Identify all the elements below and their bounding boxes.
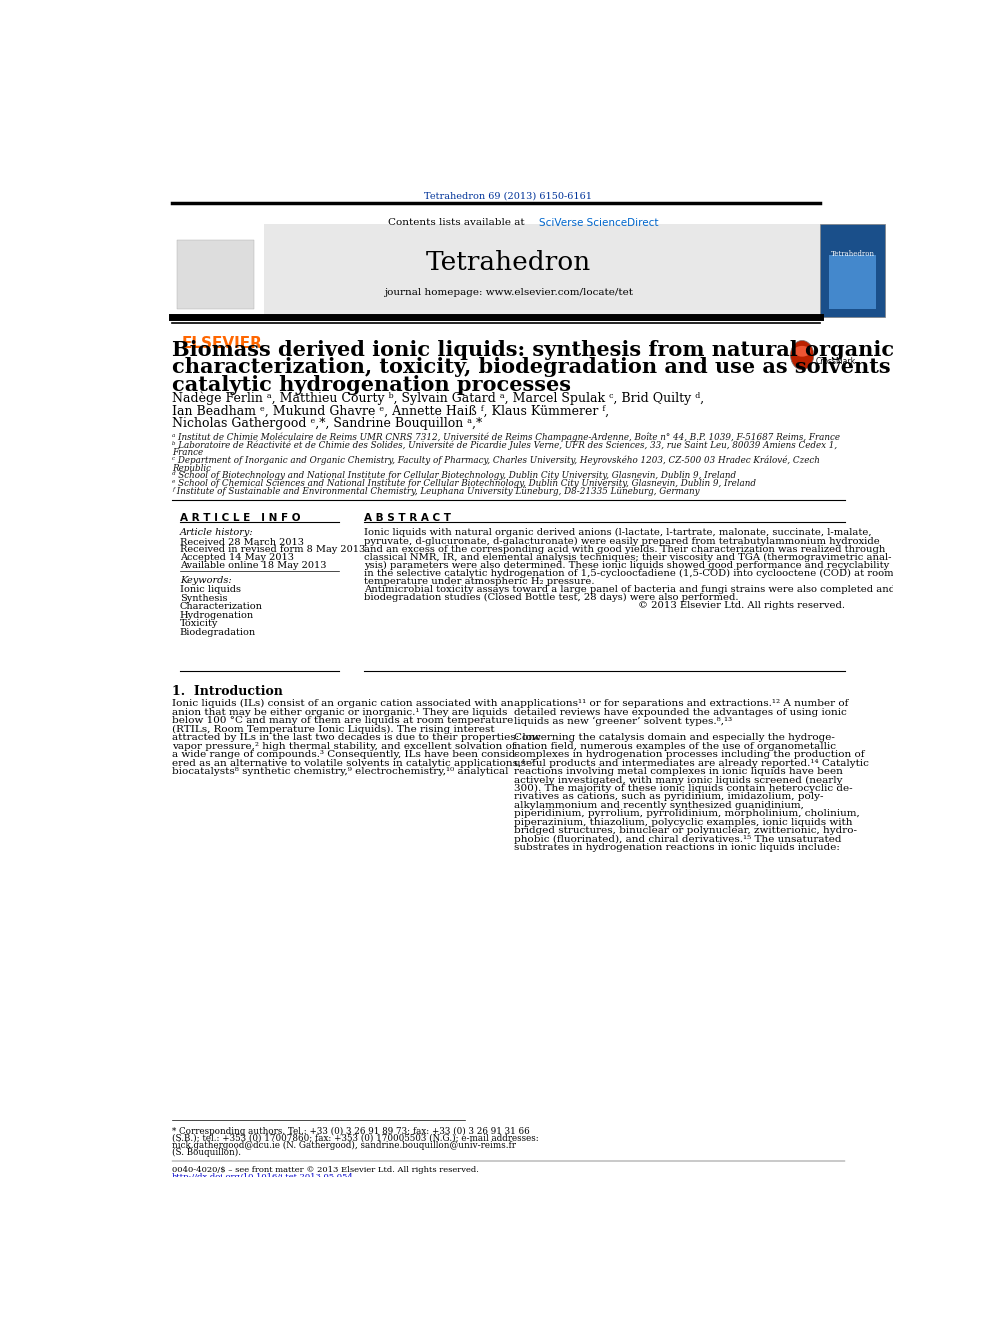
- Text: Accepted 14 May 2013: Accepted 14 May 2013: [180, 553, 294, 562]
- Text: liquids as new ‘greener’ solvent types.⁸,¹³: liquids as new ‘greener’ solvent types.⁸…: [514, 716, 732, 725]
- Text: piperidinium, pyrrolium, pyrrolidinium, morpholinium, cholinium,: piperidinium, pyrrolium, pyrrolidinium, …: [514, 810, 860, 819]
- Text: Available online 18 May 2013: Available online 18 May 2013: [180, 561, 326, 570]
- Text: below 100 °C and many of them are liquids at room temperature: below 100 °C and many of them are liquid…: [172, 716, 513, 725]
- Text: nation field, numerous examples of the use of organometallic: nation field, numerous examples of the u…: [514, 742, 836, 750]
- Text: Ian Beadham ᵉ, Mukund Ghavre ᵉ, Annette Haiß ᶠ, Klaus Kümmerer ᶠ,: Ian Beadham ᵉ, Mukund Ghavre ᵉ, Annette …: [172, 405, 609, 417]
- Ellipse shape: [791, 340, 813, 369]
- Text: A R T I C L E   I N F O: A R T I C L E I N F O: [180, 513, 301, 523]
- Text: piperazinium, thiazolium, polycyclic examples, ionic liquids with: piperazinium, thiazolium, polycyclic exa…: [514, 818, 852, 827]
- Text: Ionic liquids with natural organic derived anions (l-lactate, l-tartrate, malona: Ionic liquids with natural organic deriv…: [364, 528, 872, 537]
- Text: Received in revised form 8 May 2013: Received in revised form 8 May 2013: [180, 545, 365, 554]
- Text: ysis) parameters were also determined. These ionic liquids showed good performan: ysis) parameters were also determined. T…: [364, 561, 890, 570]
- Text: Tetrahedron: Tetrahedron: [830, 250, 875, 258]
- Text: journal homepage: www.elsevier.com/locate/tet: journal homepage: www.elsevier.com/locat…: [384, 288, 633, 298]
- Text: CrossMark: CrossMark: [815, 357, 855, 366]
- Text: pyruvate, d-glucuronate, d-galacturonate) were easily prepared from tetrabutylam: pyruvate, d-glucuronate, d-galacturonate…: [364, 536, 880, 545]
- Text: catalytic hydrogenation processes: catalytic hydrogenation processes: [172, 376, 571, 396]
- Text: (S. Bouquillon).: (S. Bouquillon).: [172, 1147, 241, 1156]
- Text: ELSEVIER: ELSEVIER: [182, 336, 262, 351]
- Text: A B S T R A C T: A B S T R A C T: [364, 513, 451, 523]
- Text: Concerning the catalysis domain and especially the hydroge-: Concerning the catalysis domain and espe…: [514, 733, 834, 742]
- Text: substrates in hydrogenation reactions in ionic liquids include:: substrates in hydrogenation reactions in…: [514, 843, 839, 852]
- Text: Tetrahedron 69 (2013) 6150-6161: Tetrahedron 69 (2013) 6150-6161: [425, 191, 592, 200]
- Text: complexes in hydrogenation processes including the production of: complexes in hydrogenation processes inc…: [514, 750, 864, 759]
- Text: 300). The majority of these ionic liquids contain heterocyclic de-: 300). The majority of these ionic liquid…: [514, 785, 852, 792]
- Text: rivatives as cations, such as pyridinium, imidazolium, poly-: rivatives as cations, such as pyridinium…: [514, 792, 823, 802]
- Text: Article history:: Article history:: [180, 528, 253, 537]
- Text: classical NMR, IR, and elemental analysis techniques; their viscosity and TGA (t: classical NMR, IR, and elemental analysi…: [364, 553, 892, 562]
- Text: 0040-4020/$ – see front matter © 2013 Elsevier Ltd. All rights reserved.: 0040-4020/$ – see front matter © 2013 El…: [172, 1166, 479, 1174]
- Text: anion that may be either organic or inorganic.¹ They are liquids: anion that may be either organic or inor…: [172, 708, 508, 717]
- Text: a wide range of compounds.³ Consequently, ILs have been consid-: a wide range of compounds.³ Consequently…: [172, 750, 519, 759]
- Text: Synthesis: Synthesis: [180, 594, 227, 603]
- Text: biodegradation studies (Closed Bottle test, 28 days) were also performed.: biodegradation studies (Closed Bottle te…: [364, 593, 739, 602]
- Text: Antimicrobial toxicity assays toward a large panel of bacteria and fungi strains: Antimicrobial toxicity assays toward a l…: [364, 585, 896, 594]
- Text: ᵇ Laboratoire de Réactivité et de Chimie des Solides, Université de Picardie Jul: ᵇ Laboratoire de Réactivité et de Chimie…: [172, 441, 837, 450]
- Text: biocatalysts⁸ synthetic chemistry,⁹ electrochemistry,¹⁰ analytical: biocatalysts⁸ synthetic chemistry,⁹ elec…: [172, 767, 509, 777]
- Text: Ionic liquids (ILs) consist of an organic cation associated with an: Ionic liquids (ILs) consist of an organi…: [172, 700, 514, 708]
- Text: detailed reviews have expounded the advantages of using ionic: detailed reviews have expounded the adva…: [514, 708, 846, 717]
- Text: (S.B.); tel.: +353 (0) 17007860; fax: +353 (0) 170005503 (N.G.); e-mail addresse: (S.B.); tel.: +353 (0) 17007860; fax: +3…: [172, 1134, 539, 1143]
- FancyBboxPatch shape: [820, 224, 885, 316]
- Text: Tetrahedron: Tetrahedron: [426, 250, 591, 275]
- FancyBboxPatch shape: [172, 224, 820, 316]
- Text: (RTILs, Room Temperature Ionic Liquids). The rising interest: (RTILs, Room Temperature Ionic Liquids).…: [172, 725, 495, 734]
- Text: Nadège Ferlin ᵃ, Matthieu Courty ᵇ, Sylvain Gatard ᵃ, Marcel Spulak ᶜ, Brid Quil: Nadège Ferlin ᵃ, Matthieu Courty ᵇ, Sylv…: [172, 392, 704, 405]
- FancyBboxPatch shape: [829, 255, 876, 308]
- Text: phobic (fluorinated), and chiral derivatives.¹⁵ The unsaturated: phobic (fluorinated), and chiral derivat…: [514, 835, 841, 844]
- Text: and an excess of the corresponding acid with good yields. Their characterization: and an excess of the corresponding acid …: [364, 545, 886, 553]
- Text: bridged structures, binuclear or polynuclear, zwitterionic, hydro-: bridged structures, binuclear or polynuc…: [514, 827, 857, 835]
- Text: ᶜ Department of Inorganic and Organic Chemistry, Faculty of Pharmacy, Charles Un: ᶜ Department of Inorganic and Organic Ch…: [172, 456, 820, 466]
- Text: Ionic liquids: Ionic liquids: [180, 585, 241, 594]
- Text: Biodegradation: Biodegradation: [180, 627, 256, 636]
- Text: temperature under atmospheric H₂ pressure.: temperature under atmospheric H₂ pressur…: [364, 577, 595, 586]
- Text: 1.  Introduction: 1. Introduction: [172, 685, 283, 697]
- Text: in the selective catalytic hydrogenation of 1,5-cyclooctadiene (1,5-COD) into cy: in the selective catalytic hydrogenation…: [364, 569, 894, 578]
- Text: Toxicity: Toxicity: [180, 619, 218, 628]
- FancyBboxPatch shape: [177, 239, 254, 308]
- Text: ered as an alternative to volatile solvents in catalytic applications,⁴⁻⁷: ered as an alternative to volatile solve…: [172, 758, 535, 767]
- Text: reactions involving metal complexes in ionic liquids have been: reactions involving metal complexes in i…: [514, 767, 842, 777]
- Text: attracted by ILs in the last two decades is due to their properties: low: attracted by ILs in the last two decades…: [172, 733, 541, 742]
- Text: actively investigated, with many ionic liquids screened (nearly: actively investigated, with many ionic l…: [514, 775, 842, 785]
- Text: ᵉ School of Chemical Sciences and National Institute for Cellular Biotechnology,: ᵉ School of Chemical Sciences and Nation…: [172, 479, 756, 488]
- Text: Nicholas Gathergood ᵉ,*, Sandrine Bouquillon ᵃ,*: Nicholas Gathergood ᵉ,*, Sandrine Bouqui…: [172, 418, 482, 430]
- Text: ᵃ Institut de Chimie Moléculaire de Reims UMR CNRS 7312, Université de Reims Cha: ᵃ Institut de Chimie Moléculaire de Reim…: [172, 433, 840, 442]
- Text: Republic: Republic: [172, 463, 211, 472]
- Text: Received 28 March 2013: Received 28 March 2013: [180, 537, 304, 546]
- Text: ᶠ Institute of Sustainable and Environmental Chemistry, Leuphana University Lüne: ᶠ Institute of Sustainable and Environme…: [172, 487, 699, 496]
- Text: characterization, toxicity, biodegradation and use as solvents for: characterization, toxicity, biodegradati…: [172, 357, 931, 377]
- Text: Contents lists available at: Contents lists available at: [388, 218, 528, 228]
- Text: vapor pressure,² high thermal stability, and excellent solvation of: vapor pressure,² high thermal stability,…: [172, 742, 516, 750]
- Text: SciVerse ScienceDirect: SciVerse ScienceDirect: [539, 218, 658, 228]
- Text: Keywords:: Keywords:: [180, 576, 231, 585]
- Text: France: France: [172, 448, 203, 458]
- FancyBboxPatch shape: [172, 224, 264, 316]
- Text: © 2013 Elsevier Ltd. All rights reserved.: © 2013 Elsevier Ltd. All rights reserved…: [638, 601, 845, 610]
- Text: Characterization: Characterization: [180, 602, 263, 611]
- Text: * Corresponding authors. Tel.: +33 (0) 3 26 91 89 73; fax: +33 (0) 3 26 91 31 66: * Corresponding authors. Tel.: +33 (0) 3…: [172, 1127, 530, 1135]
- Text: Biomass derived ionic liquids: synthesis from natural organic acids,: Biomass derived ionic liquids: synthesis…: [172, 340, 969, 360]
- Ellipse shape: [794, 345, 810, 357]
- Text: alkylammonium and recently synthesized guanidinium,: alkylammonium and recently synthesized g…: [514, 800, 804, 810]
- Text: applications¹¹ or for separations and extractions.¹² A number of: applications¹¹ or for separations and ex…: [514, 700, 848, 708]
- Text: Hydrogenation: Hydrogenation: [180, 611, 254, 619]
- Text: http://dx.doi.org/10.1016/j.tet.2013.05.054: http://dx.doi.org/10.1016/j.tet.2013.05.…: [172, 1174, 354, 1181]
- Text: nick.gathergood@dcu.ie (N. Gathergood), sandrine.bouquillon@univ-reims.fr: nick.gathergood@dcu.ie (N. Gathergood), …: [172, 1140, 516, 1150]
- Text: ᵈ School of Biotechnology and National Institute for Cellular Biotechnology, Dub: ᵈ School of Biotechnology and National I…: [172, 471, 736, 480]
- Text: useful products and intermediates are already reported.¹⁴ Catalytic: useful products and intermediates are al…: [514, 758, 869, 767]
